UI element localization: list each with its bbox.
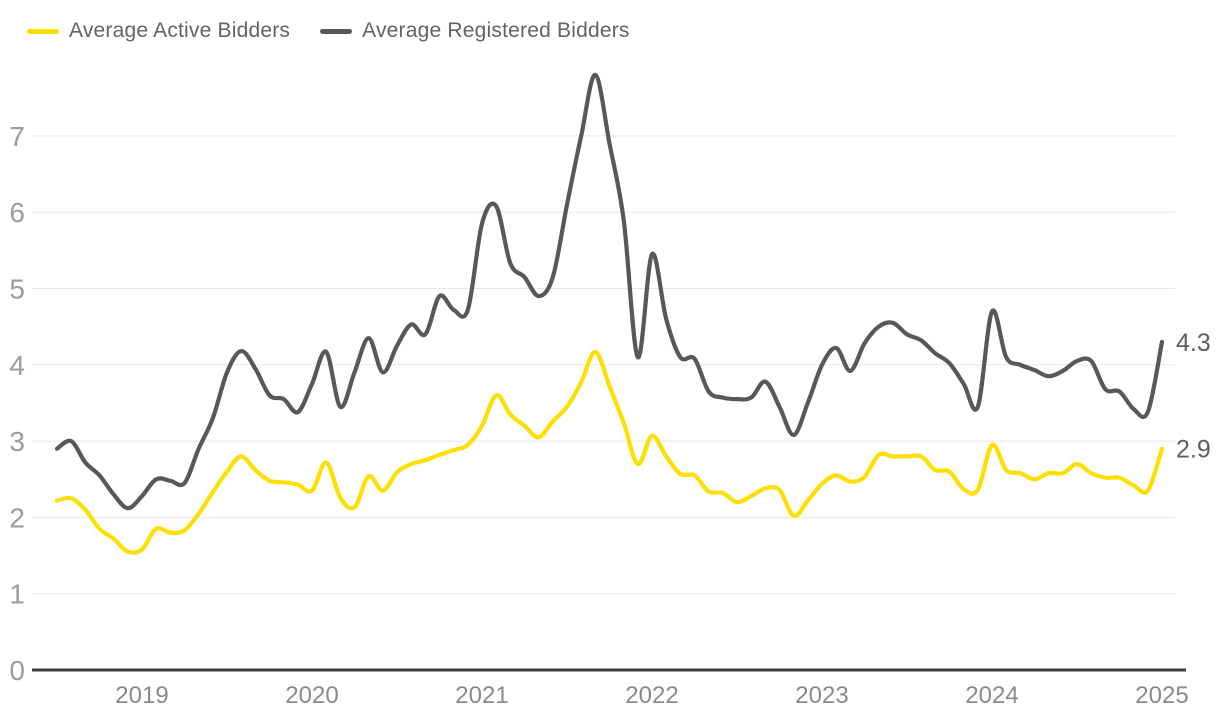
y-tick-label-7: 7	[9, 121, 25, 152]
legend-label-active-bidders: Average Active Bidders	[69, 19, 291, 42]
series-line-registered-bidders[interactable]	[54, 72, 1165, 511]
x-tick-label-2024: 2024	[965, 682, 1018, 709]
legend-label-registered-bidders: Average Registered Bidders	[362, 19, 630, 42]
y-tick-label-2: 2	[9, 502, 25, 533]
legend-swatch-registered-bidders	[320, 28, 353, 34]
legend-item-registered-bidders[interactable]: Average Registered Bidders	[320, 19, 629, 43]
y-tick-label-0: 0	[9, 655, 25, 686]
legend-item-active-bidders[interactable]: Average Active Bidders	[27, 19, 290, 43]
x-tick-label-2020: 2020	[285, 682, 338, 709]
legend-swatch-active-bidders	[27, 28, 59, 34]
end-value-label-registered-bidders: 4.3	[1176, 329, 1211, 357]
x-tick-label-2021: 2021	[455, 682, 508, 709]
x-tick-label-2022: 2022	[625, 682, 678, 709]
end-value-label-active-bidders: 2.9	[1176, 436, 1211, 464]
chart-legend: Average Active Bidders Average Registere…	[27, 19, 630, 43]
x-tick-label-2025: 2025	[1135, 682, 1188, 709]
y-tick-label-5: 5	[9, 274, 25, 305]
series-line-active-bidders[interactable]	[54, 349, 1165, 555]
x-tick-label-2019: 2019	[115, 682, 168, 709]
y-tick-label-3: 3	[9, 426, 25, 457]
y-tick-label-6: 6	[9, 197, 25, 228]
y-tick-label-1: 1	[9, 579, 25, 610]
x-tick-label-2023: 2023	[795, 682, 848, 709]
y-tick-label-4: 4	[9, 350, 25, 381]
